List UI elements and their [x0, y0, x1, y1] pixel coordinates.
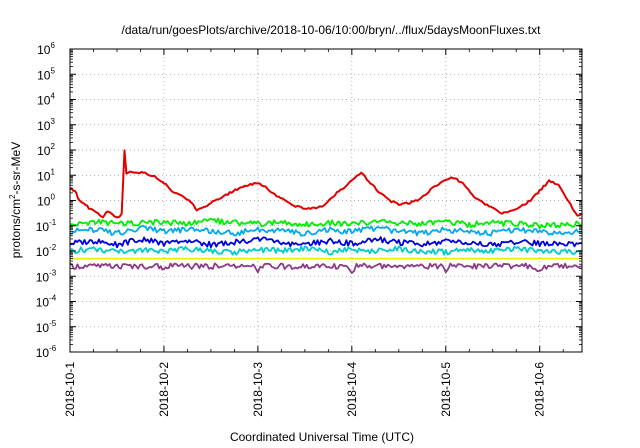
series-line [69, 217, 583, 230]
series-line [69, 236, 583, 249]
y-tick-label: 102 [37, 142, 55, 158]
x-tick-label: 2018-10-5 [439, 362, 453, 417]
y-tick-label-exp: 0 [50, 193, 55, 202]
y-tick-label-base: 10 [36, 270, 50, 284]
x-tick-label: 2018-10-6 [533, 362, 547, 417]
x-tick-label: 2018-10-2 [157, 362, 171, 417]
y-tick-labels: 10-610-510-410-310-210-11001011021031041… [36, 41, 57, 360]
y-tick-label-exp: -2 [49, 243, 57, 252]
y-tick-label-exp: -6 [49, 344, 57, 353]
y-tick-label: 105 [37, 66, 55, 82]
y-tick-label-base: 10 [36, 245, 50, 259]
y-tick-label: 10-6 [36, 344, 57, 360]
y-tick-label: 104 [37, 92, 55, 108]
y-tick-label-exp: 4 [50, 92, 55, 101]
y-tick-label-exp: 3 [50, 117, 55, 126]
x-tick-label: 2018-10-3 [251, 362, 265, 417]
y-tick-label: 10-4 [36, 294, 57, 310]
series-line [69, 224, 583, 237]
y-tick-label-exp: -4 [49, 294, 57, 303]
y-tick-label: 10-5 [36, 319, 57, 335]
series-line [69, 149, 583, 219]
x-tick-label: 2018-10-1 [63, 362, 77, 417]
y-tick-label-base: 10 [36, 220, 50, 234]
x-tick-label: 2018-10-4 [345, 362, 359, 417]
y-tick-label-exp: 6 [50, 41, 55, 50]
y-tick-label-base: 10 [37, 43, 51, 57]
y-tick-label-base: 10 [37, 119, 51, 133]
y-tick-label: 101 [37, 167, 55, 183]
x-axis-label: Coordinated Universal Time (UTC) [230, 430, 414, 444]
y-tick-label-base: 10 [36, 321, 50, 335]
series-line [69, 262, 583, 274]
series-layer [69, 149, 583, 274]
y-tick-label: 10-1 [36, 218, 57, 234]
y-tick-label-exp: -1 [49, 218, 57, 227]
y-axis-label: protons/cm2-s-sr-MeV [8, 142, 23, 258]
y-tick-label-base: 10 [37, 144, 51, 158]
y-axis-label-base: protons/cm [9, 199, 23, 258]
y-tick-label: 100 [37, 193, 55, 209]
y-tick-label-base: 10 [37, 169, 51, 183]
grid [70, 49, 582, 352]
y-tick-label: 106 [37, 41, 55, 57]
y-tick-label-base: 10 [37, 94, 51, 108]
y-tick-label-base: 10 [37, 68, 51, 82]
y-tick-label: 10-2 [36, 243, 57, 259]
y-tick-label-exp: -3 [49, 268, 57, 277]
x-tick-labels: 2018-10-1 2018-10-2 2018-10-3 2018-10-4 2018… [63, 362, 547, 417]
y-axis-label-sup: 2 [8, 194, 17, 199]
y-tick-label-exp: 2 [50, 142, 55, 151]
y-tick-label: 103 [37, 117, 55, 133]
y-tick-label-base: 10 [36, 296, 50, 310]
y-axis-label-rest: -s-sr-MeV [9, 142, 23, 195]
y-tick-label-exp: -5 [49, 319, 57, 328]
y-tick-label-exp: 5 [50, 66, 55, 75]
y-tick-label-exp: 1 [50, 167, 55, 176]
ticks [69, 48, 582, 353]
chart-title: /data/run/goesPlots/archive/2018-10-06/1… [122, 23, 542, 37]
y-tick-label-base: 10 [37, 195, 51, 209]
y-tick-label-base: 10 [36, 346, 50, 360]
series-line [69, 245, 583, 256]
y-tick-label: 10-3 [36, 268, 57, 284]
